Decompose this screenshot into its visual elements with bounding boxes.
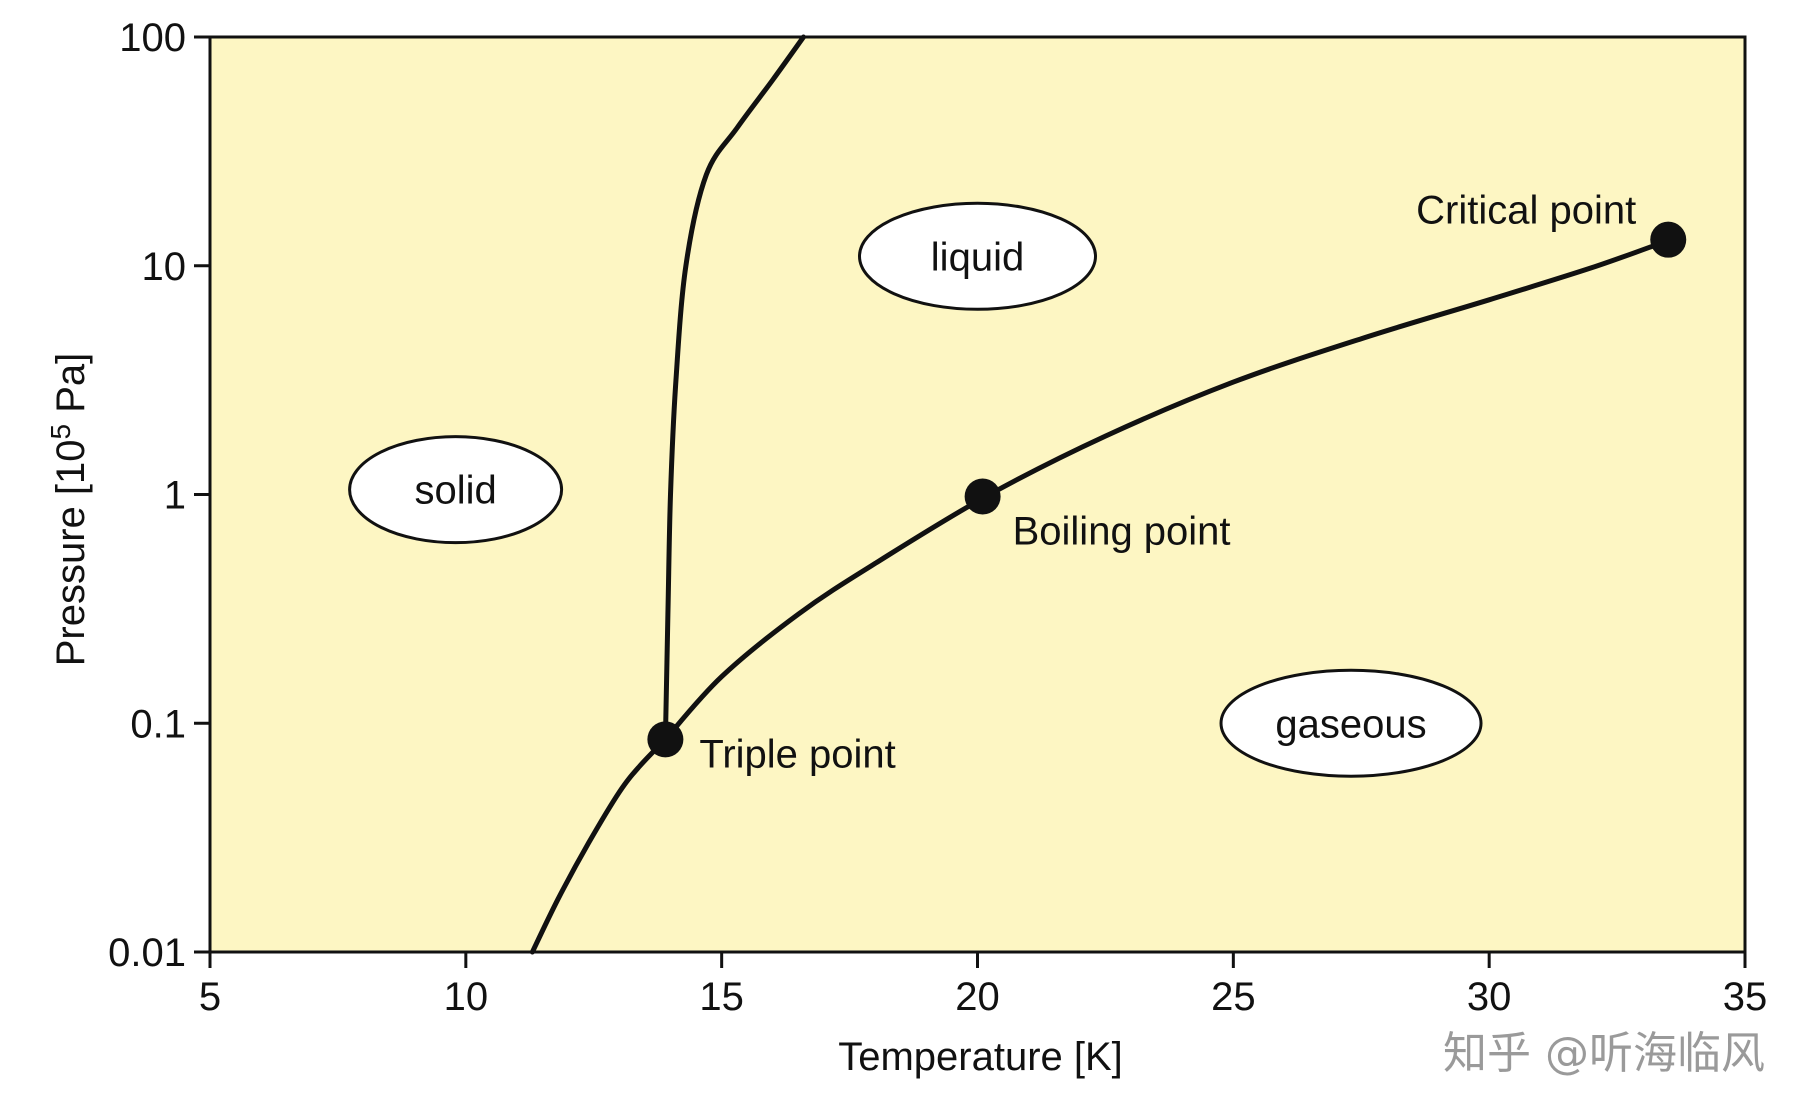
- y-axis-title-main: Pressure [10: [49, 439, 93, 666]
- y-axis-title: Pressure [105 Pa]: [45, 353, 93, 667]
- special-points: Triple point Boiling point Critical point: [647, 189, 1687, 776]
- triple-point-marker: [647, 721, 684, 758]
- phase-boundary-1: [662, 34, 806, 742]
- y-tick-label-0: 0.01: [108, 931, 186, 975]
- x-tick-label-25: 25: [1211, 975, 1256, 1019]
- region-label-solid: solid: [414, 469, 496, 513]
- axes: 5 10 15 20 25 30 35 0.01 0.1 1 10 100: [108, 16, 1767, 1019]
- y-axis-title-superscript: 5: [45, 424, 76, 440]
- region-label-gaseous: gaseous: [1275, 702, 1426, 746]
- critical-point-label: Critical point: [1416, 189, 1636, 233]
- region-ellipse-liquid: [858, 201, 1097, 311]
- phase-boundary-2: [662, 238, 1671, 742]
- y-tick-label-2: 1: [164, 474, 186, 518]
- boiling-point-label: Boiling point: [1013, 510, 1231, 554]
- y-tick-label-4: 100: [119, 16, 186, 60]
- x-axis-title: Temperature [K]: [838, 1035, 1123, 1079]
- y-tick-label-3: 10: [142, 245, 187, 289]
- boiling-point-marker: [964, 478, 1001, 515]
- region-ellipse-gaseous: [1219, 668, 1483, 778]
- critical-point-marker: [1650, 221, 1687, 258]
- region-label-liquid: liquid: [931, 235, 1024, 279]
- x-tick-label-20: 20: [955, 975, 1000, 1019]
- y-axis-title-unit: Pa]: [49, 353, 93, 424]
- triple-point-label: Triple point: [699, 732, 895, 776]
- phase-boundary-0: [529, 736, 668, 955]
- phase-regions: solid liquid gaseous: [348, 201, 1483, 778]
- y-tick-label-1: 0.1: [130, 702, 186, 746]
- x-tick-label-5: 5: [199, 975, 221, 1019]
- phase-boundaries: [529, 34, 1671, 955]
- x-tick-label-10: 10: [444, 975, 489, 1019]
- x-tick-label-35: 35: [1723, 975, 1768, 1019]
- x-tick-label-30: 30: [1467, 975, 1512, 1019]
- region-ellipse-solid: [348, 435, 564, 545]
- watermark-text: 知乎 @听海临风: [1443, 1028, 1765, 1079]
- x-tick-label-15: 15: [699, 975, 744, 1019]
